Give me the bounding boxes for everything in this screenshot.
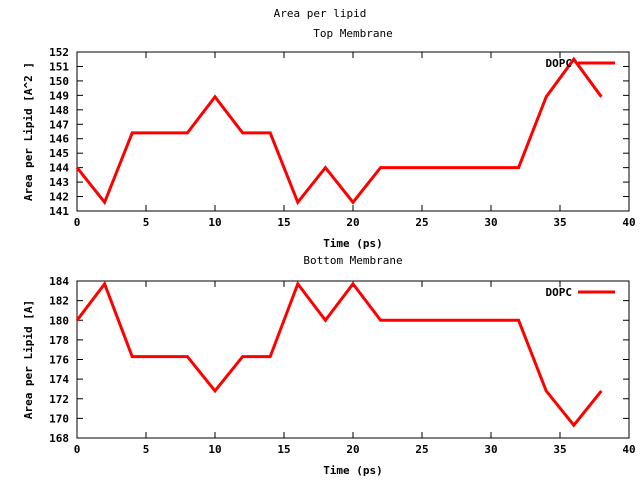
y-tick-label: 170: [49, 412, 69, 425]
y-tick-label: 168: [49, 432, 69, 445]
x-tick-label: 35: [553, 443, 566, 456]
x-tick-label: 40: [622, 216, 635, 229]
chart-title: Top Membrane: [313, 27, 392, 40]
y-tick-label: 184: [49, 275, 69, 288]
y-tick-label: 180: [49, 314, 69, 327]
y-tick-label: 143: [49, 176, 69, 189]
x-tick-label: 10: [208, 443, 221, 456]
figure-title: Area per lipid: [274, 7, 367, 20]
y-tick-label: 152: [49, 46, 69, 59]
y-tick-label: 142: [49, 191, 69, 204]
legend-label: DOPC: [546, 57, 573, 70]
x-tick-label: 5: [143, 443, 150, 456]
x-tick-label: 30: [484, 443, 497, 456]
x-tick-label: 20: [346, 443, 359, 456]
x-tick-label: 20: [346, 216, 359, 229]
y-tick-label: 151: [49, 60, 69, 73]
y-tick-label: 178: [49, 334, 69, 347]
plot-frame: [76, 280, 630, 439]
x-axis-label: Time (ps): [323, 464, 383, 477]
x-tick-label: 15: [277, 216, 290, 229]
y-tick-label: 149: [49, 89, 69, 102]
x-tick-label: 25: [415, 216, 428, 229]
y-tick-label: 145: [49, 147, 69, 160]
x-tick-label: 0: [74, 443, 81, 456]
x-tick-label: 40: [622, 443, 635, 456]
y-tick-label: 182: [49, 295, 69, 308]
y-tick-label: 176: [49, 354, 69, 367]
chart-title: Bottom Membrane: [303, 254, 402, 267]
x-tick-label: 5: [143, 216, 150, 229]
y-tick-label: 150: [49, 75, 69, 88]
x-tick-label: 35: [553, 216, 566, 229]
chart-panel-2: Bottom Membrane 0 5 10 15 20 25 30 35 40 168 170 172…: [22, 254, 636, 477]
y-tick-label: 172: [49, 393, 69, 406]
x-tick-label: 15: [277, 443, 290, 456]
y-tick-label: 146: [49, 133, 69, 146]
x-tick-label: 10: [208, 216, 221, 229]
y-axis-label: Area per Lipid [A]: [22, 300, 35, 419]
y-tick-label: 141: [49, 205, 69, 218]
x-axis-label: Time (ps): [323, 237, 383, 250]
y-tick-label: 147: [49, 118, 69, 131]
y-tick-label: 148: [49, 104, 69, 117]
y-tick-label: 174: [49, 373, 69, 386]
y-axis-label: Area per Lipid [A^2 ]: [22, 62, 35, 201]
x-tick-label: 0: [74, 216, 81, 229]
series-line-dopc: [75, 56, 603, 206]
y-tick-label: 144: [49, 162, 69, 175]
series-line-dopc: [75, 280, 603, 428]
x-tick-label: 25: [415, 443, 428, 456]
legend-label: DOPC: [546, 286, 573, 299]
x-tick-label: 30: [484, 216, 497, 229]
